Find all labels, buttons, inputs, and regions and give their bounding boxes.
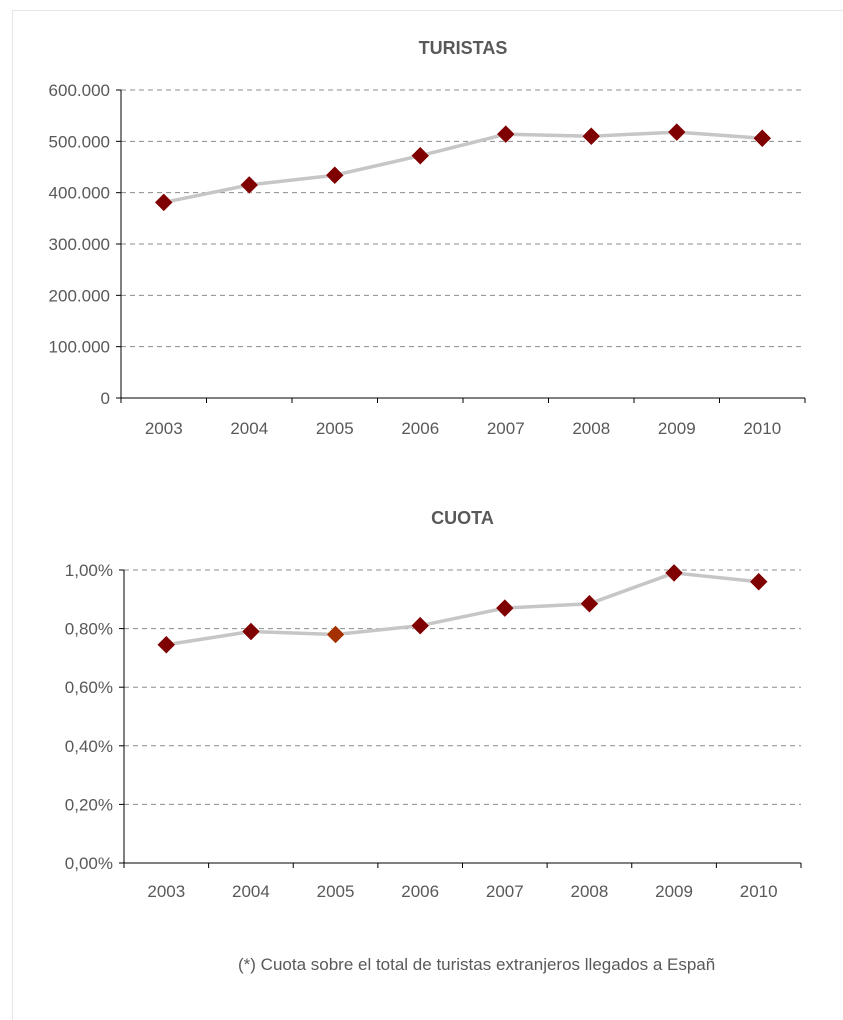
chart-1-x-tick-label: 2007 (486, 882, 524, 901)
chart-1-y-tick-label: 0,80% (65, 620, 113, 639)
chart-frame (12, 10, 843, 1020)
chart-0-y-tick-label: 500.000 (49, 132, 110, 151)
chart-1-data-point (241, 622, 261, 641)
chart-0-y-tick-label: 200.000 (49, 286, 110, 305)
chart-1-x-tick-label: 2010 (740, 882, 778, 901)
chart-0-data-point (410, 146, 430, 166)
chart-0-x-tick-label: 2004 (230, 419, 268, 438)
chart-1-data-point (156, 635, 176, 655)
chart-1-x-tick-label: 2008 (571, 882, 609, 901)
chart-1-data-point (664, 563, 684, 583)
chart-0-data-point (752, 128, 772, 148)
chart-1-x-tick-label: 2005 (317, 882, 355, 901)
chart-1-series-line (166, 571, 759, 647)
chart-1-x-tick-label: 2009 (655, 882, 693, 901)
chart-0-y-tick-label: 400.000 (49, 184, 110, 203)
chart-1-y-tick-label: 0,00% (65, 854, 113, 873)
chart-0-data-point (581, 126, 601, 146)
chart-0-x-tick-label: 2008 (572, 419, 610, 438)
footnote: (*) Cuota sobre el total de turistas ext… (238, 955, 716, 974)
chart-0-x-tick-label: 2007 (487, 419, 525, 438)
chart-0-data-point (325, 165, 345, 185)
chart-1-y-tick-label: 0,40% (65, 737, 113, 756)
chart-1-data-point (410, 616, 430, 636)
chart-0-data-point (239, 175, 259, 195)
chart-1-x-tick-label: 2003 (147, 882, 185, 901)
chart-0-x-tick-label: 2009 (658, 419, 696, 438)
chart-1-y-tick-label: 1,00% (65, 561, 113, 580)
chart-1-y-tick-label: 0,60% (65, 678, 113, 697)
chart-0-title: TURISTAS (419, 38, 508, 58)
chart-0-data-point (667, 122, 687, 142)
chart-1-data-point (326, 625, 345, 644)
chart-1-data-point (495, 598, 515, 618)
chart-0-x-tick-label: 2010 (743, 419, 781, 438)
chart-1-x-tick-label: 2004 (232, 882, 270, 901)
chart-0-data-point (154, 193, 174, 212)
chart-0-y-tick-label: 100.000 (49, 338, 110, 357)
chart-0-y-tick-label: 600.000 (49, 81, 110, 100)
chart-1-data-point (580, 594, 599, 614)
chart-0-series-line (163, 130, 763, 205)
chart-1-title: CUOTA (431, 508, 494, 528)
chart-0-data-point (496, 124, 516, 144)
chart-0-y-tick-label: 300.000 (49, 235, 110, 254)
chart-1-y-tick-label: 0,20% (65, 795, 113, 814)
chart-0-x-tick-label: 2006 (401, 419, 439, 438)
chart-0-x-tick-label: 2003 (145, 419, 183, 438)
turistas-chart: TURISTAS 0 100.000 200.000 300.000 400.000 500… (49, 38, 806, 438)
cuota-chart: CUOTA 0,00% 0,20% 0,40% 0,60% 0,80% 1,00% 2003 2… (65, 508, 802, 901)
chart-1-x-tick-label: 2006 (401, 882, 439, 901)
chart-0-y-tick-label: 0 (101, 389, 110, 408)
chart-0-x-tick-label: 2005 (316, 419, 354, 438)
chart-1-data-point (749, 572, 769, 592)
